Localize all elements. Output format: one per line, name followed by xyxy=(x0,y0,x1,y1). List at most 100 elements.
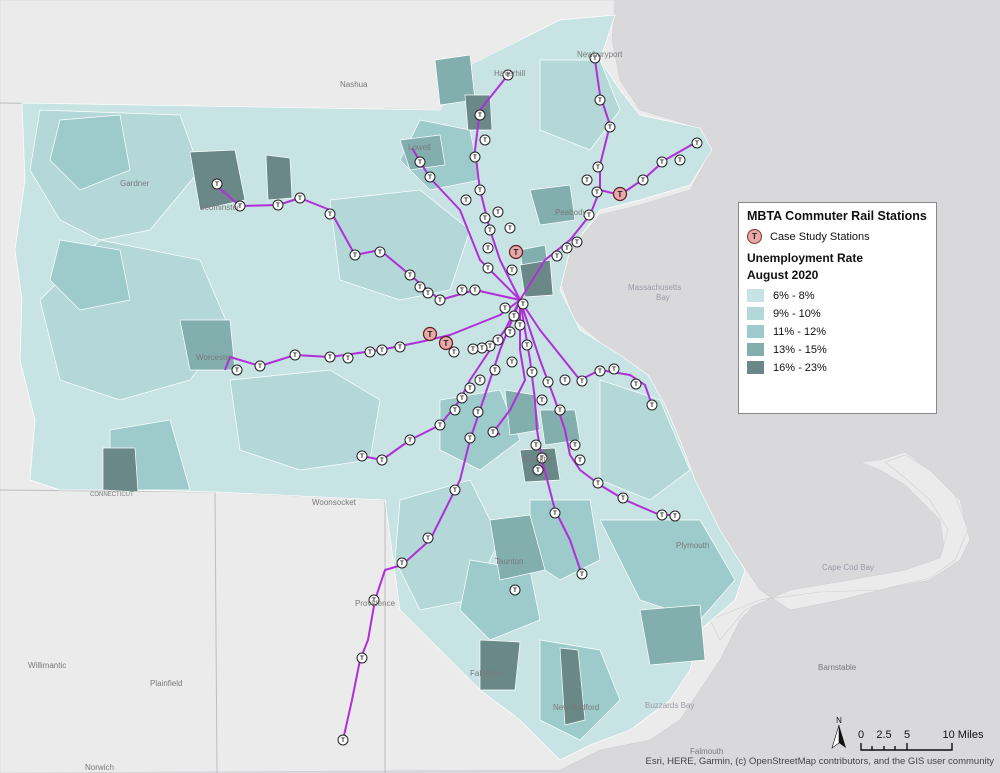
station-marker: T xyxy=(592,161,604,173)
svg-text:T: T xyxy=(513,588,517,594)
svg-text:T: T xyxy=(580,379,584,385)
case-study-station-marker: T xyxy=(422,326,438,342)
svg-text:T: T xyxy=(634,382,638,388)
svg-text:T: T xyxy=(483,138,487,144)
svg-text:T: T xyxy=(372,598,376,604)
svg-text:T: T xyxy=(293,353,297,359)
label-buzzards-bay: Buzzards Bay xyxy=(645,701,694,710)
place-labels: Nashua Newburyport Haverhill Lowell Gard… xyxy=(28,50,874,772)
station-marker: T xyxy=(674,154,686,166)
station-marker: T xyxy=(414,281,426,293)
station-marker: T xyxy=(571,236,583,248)
svg-text:T: T xyxy=(360,656,364,662)
station-marker: T xyxy=(324,208,336,220)
label-new-bedford: New Bedford xyxy=(553,703,599,712)
svg-text:T: T xyxy=(478,378,482,384)
station-marker: T xyxy=(487,426,499,438)
svg-text:T: T xyxy=(525,343,529,349)
station-marker: T xyxy=(576,568,588,580)
svg-text:T: T xyxy=(618,190,623,199)
station-marker: T xyxy=(489,364,501,376)
legend-class-label: 13% - 15% xyxy=(773,343,827,356)
svg-text:T: T xyxy=(596,481,600,487)
station-marker: T xyxy=(506,264,518,276)
station-marker: T xyxy=(394,341,406,353)
legend-class-label: 9% - 10% xyxy=(773,307,821,320)
svg-text:T: T xyxy=(598,98,602,104)
svg-text:T: T xyxy=(483,216,487,222)
station-marker: T xyxy=(569,439,581,451)
svg-text:T: T xyxy=(328,212,332,218)
svg-text:T: T xyxy=(563,378,567,384)
station-marker: T xyxy=(591,186,603,198)
station-marker: T xyxy=(472,406,484,418)
station-marker: T xyxy=(434,294,446,306)
svg-text:T: T xyxy=(378,250,382,256)
station-marker: T xyxy=(404,434,416,446)
legend-class-row: 16% - 23% xyxy=(747,361,928,374)
label-woonsocket: Woonsocket xyxy=(312,498,357,507)
station-marker: T xyxy=(504,222,516,234)
station-marker: T xyxy=(554,404,566,416)
scale-tick-5: 5 xyxy=(904,729,910,741)
label-nashua: Nashua xyxy=(340,80,368,89)
station-marker: T xyxy=(536,394,548,406)
legend-class-row: 6% - 8% xyxy=(747,289,928,302)
station-marker: T xyxy=(536,452,548,464)
station-marker: T xyxy=(646,399,658,411)
station-marker: T xyxy=(530,439,542,451)
svg-text:T: T xyxy=(408,438,412,444)
station-marker: T xyxy=(396,557,408,569)
svg-text:T: T xyxy=(585,178,589,184)
station-marker: T xyxy=(617,492,629,504)
legend-class-label: 6% - 8% xyxy=(773,289,815,302)
station-marker: T xyxy=(526,366,538,378)
station-marker: T xyxy=(506,356,518,368)
svg-text:T: T xyxy=(276,203,280,209)
svg-text:T: T xyxy=(660,160,664,166)
svg-text:T: T xyxy=(521,302,525,308)
svg-text:T: T xyxy=(596,165,600,171)
scale-bar: N 0 2.5 5 10 Miles xyxy=(831,716,984,751)
svg-text:T: T xyxy=(486,246,490,252)
label-gardner: Gardner xyxy=(120,179,150,188)
station-marker: T xyxy=(669,510,681,522)
svg-text:T: T xyxy=(341,738,345,744)
station-marker: T xyxy=(448,346,460,358)
legend-case-study-row: T Case Study Stations xyxy=(747,229,928,244)
station-marker: T xyxy=(374,246,386,258)
station-marker: T xyxy=(342,352,354,364)
station-marker: T xyxy=(581,174,593,186)
svg-text:T: T xyxy=(398,345,402,351)
station-marker: T xyxy=(592,477,604,489)
station-marker: T xyxy=(476,342,488,354)
station-marker: T xyxy=(464,432,476,444)
station-marker: T xyxy=(542,376,554,388)
svg-text:T: T xyxy=(536,468,540,474)
station-marker: T xyxy=(234,200,246,212)
svg-text:T: T xyxy=(612,367,616,373)
label-falmouth: Falmouth xyxy=(690,747,723,756)
station-marker: T xyxy=(509,584,521,596)
station-marker: T xyxy=(549,507,561,519)
station-marker: T xyxy=(479,134,491,146)
station-marker: T xyxy=(254,360,266,372)
scale-tick-10: 10 Miles xyxy=(943,729,984,741)
station-marker: T xyxy=(502,69,514,81)
svg-text:T: T xyxy=(534,443,538,449)
label-plymouth: Plymouth xyxy=(676,541,709,550)
label-worcester: Worcester xyxy=(196,353,233,362)
station-marker: T xyxy=(474,109,486,121)
station-marker: T xyxy=(337,734,349,746)
station-marker: T xyxy=(691,137,703,149)
svg-text:T: T xyxy=(518,323,522,329)
station-marker: T xyxy=(356,450,368,462)
svg-text:T: T xyxy=(473,155,477,161)
case-study-station-marker: T xyxy=(438,335,454,351)
station-marker: T xyxy=(469,151,481,163)
label-newburyport: Newburyport xyxy=(577,50,623,59)
station-marker: T xyxy=(464,382,476,394)
station-marker: T xyxy=(521,339,533,351)
svg-text:T: T xyxy=(578,458,582,464)
